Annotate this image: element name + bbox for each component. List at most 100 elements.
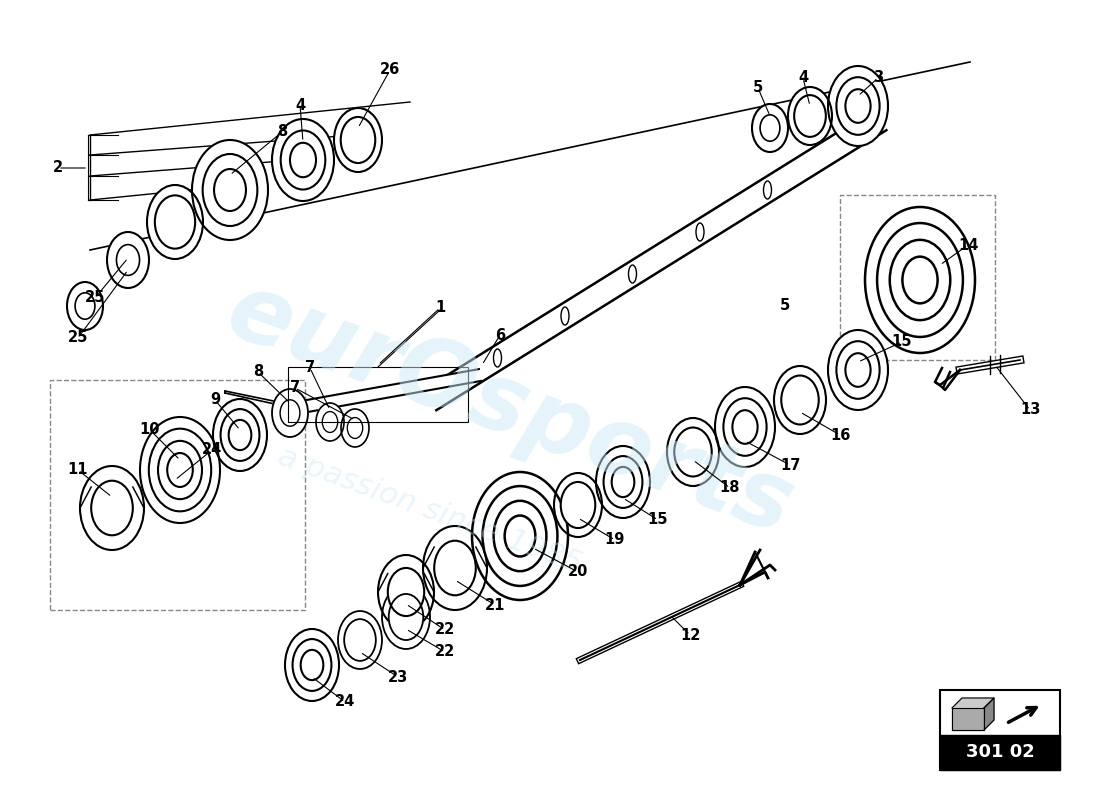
Text: 21: 21 [485, 598, 505, 613]
Ellipse shape [229, 420, 251, 450]
Ellipse shape [280, 130, 326, 190]
Ellipse shape [147, 185, 204, 259]
Ellipse shape [434, 541, 476, 595]
Ellipse shape [272, 119, 334, 201]
Ellipse shape [763, 181, 771, 199]
Polygon shape [952, 708, 984, 730]
Ellipse shape [828, 66, 888, 146]
Ellipse shape [828, 330, 888, 410]
Ellipse shape [378, 555, 434, 629]
Text: 4: 4 [295, 98, 305, 113]
Ellipse shape [388, 568, 425, 616]
Ellipse shape [865, 207, 975, 353]
Text: 24: 24 [202, 442, 222, 458]
Ellipse shape [877, 223, 962, 337]
Text: 4: 4 [798, 70, 808, 86]
Ellipse shape [494, 501, 547, 571]
Ellipse shape [67, 282, 103, 330]
Ellipse shape [674, 427, 712, 477]
Ellipse shape [846, 90, 870, 122]
Bar [288, 367, 468, 422]
Text: 22: 22 [434, 622, 455, 638]
Ellipse shape [322, 411, 338, 433]
Ellipse shape [140, 417, 220, 523]
Text: eurOsports: eurOsports [214, 265, 805, 555]
Polygon shape [284, 369, 481, 416]
Ellipse shape [280, 400, 300, 426]
Ellipse shape [628, 265, 637, 283]
Text: 9: 9 [210, 393, 220, 407]
Ellipse shape [167, 453, 192, 487]
Ellipse shape [334, 108, 382, 172]
Text: 301 02: 301 02 [966, 743, 1034, 762]
Ellipse shape [760, 114, 780, 141]
Ellipse shape [107, 232, 148, 288]
Ellipse shape [752, 104, 788, 152]
Text: 24: 24 [334, 694, 355, 710]
Bar [840, 195, 996, 360]
Text: 2: 2 [53, 161, 63, 175]
Ellipse shape [424, 526, 487, 610]
Text: 8: 8 [253, 365, 263, 379]
Ellipse shape [794, 95, 826, 137]
Ellipse shape [338, 611, 382, 669]
Ellipse shape [272, 389, 308, 437]
Text: a passion since 1985: a passion since 1985 [274, 442, 586, 578]
Text: 22: 22 [434, 645, 455, 659]
Ellipse shape [836, 341, 880, 399]
Ellipse shape [148, 429, 211, 511]
Text: 18: 18 [719, 481, 740, 495]
Ellipse shape [902, 257, 937, 303]
Ellipse shape [316, 403, 344, 441]
Ellipse shape [75, 293, 95, 319]
Text: 15: 15 [892, 334, 912, 350]
Text: 5: 5 [752, 81, 763, 95]
Ellipse shape [596, 446, 650, 518]
Ellipse shape [202, 154, 257, 226]
Ellipse shape [293, 639, 331, 691]
Text: 26: 26 [379, 62, 400, 78]
Ellipse shape [348, 418, 363, 438]
Ellipse shape [300, 650, 323, 680]
Text: 8: 8 [277, 125, 287, 139]
Ellipse shape [696, 223, 704, 241]
Ellipse shape [774, 366, 826, 434]
Ellipse shape [341, 409, 368, 447]
Text: 20: 20 [568, 565, 588, 579]
Ellipse shape [91, 481, 133, 535]
Polygon shape [424, 110, 887, 410]
Ellipse shape [117, 245, 140, 275]
Ellipse shape [341, 117, 375, 163]
Ellipse shape [213, 399, 267, 471]
Text: 7: 7 [305, 361, 315, 375]
Ellipse shape [158, 441, 202, 499]
Ellipse shape [554, 473, 602, 537]
Text: 19: 19 [605, 533, 625, 547]
Text: 15: 15 [648, 513, 669, 527]
Text: 1: 1 [434, 301, 446, 315]
Text: 25: 25 [85, 290, 106, 306]
Ellipse shape [483, 486, 558, 586]
Ellipse shape [155, 195, 195, 249]
Ellipse shape [715, 387, 775, 467]
Text: 5: 5 [780, 298, 790, 313]
Ellipse shape [192, 140, 268, 240]
Ellipse shape [836, 77, 880, 134]
Bar [50, 380, 305, 610]
Ellipse shape [505, 515, 536, 557]
Text: 6: 6 [495, 327, 505, 342]
Ellipse shape [80, 466, 144, 550]
Text: 14: 14 [958, 238, 978, 253]
Ellipse shape [733, 410, 758, 444]
Polygon shape [952, 698, 994, 708]
Ellipse shape [612, 467, 635, 497]
Ellipse shape [846, 354, 870, 387]
Text: 16: 16 [829, 427, 850, 442]
Ellipse shape [781, 375, 818, 425]
Ellipse shape [388, 594, 424, 640]
Ellipse shape [494, 349, 502, 367]
Bar [940, 734, 1060, 770]
Text: 25: 25 [68, 330, 88, 346]
Ellipse shape [667, 418, 719, 486]
Text: 10: 10 [140, 422, 161, 438]
